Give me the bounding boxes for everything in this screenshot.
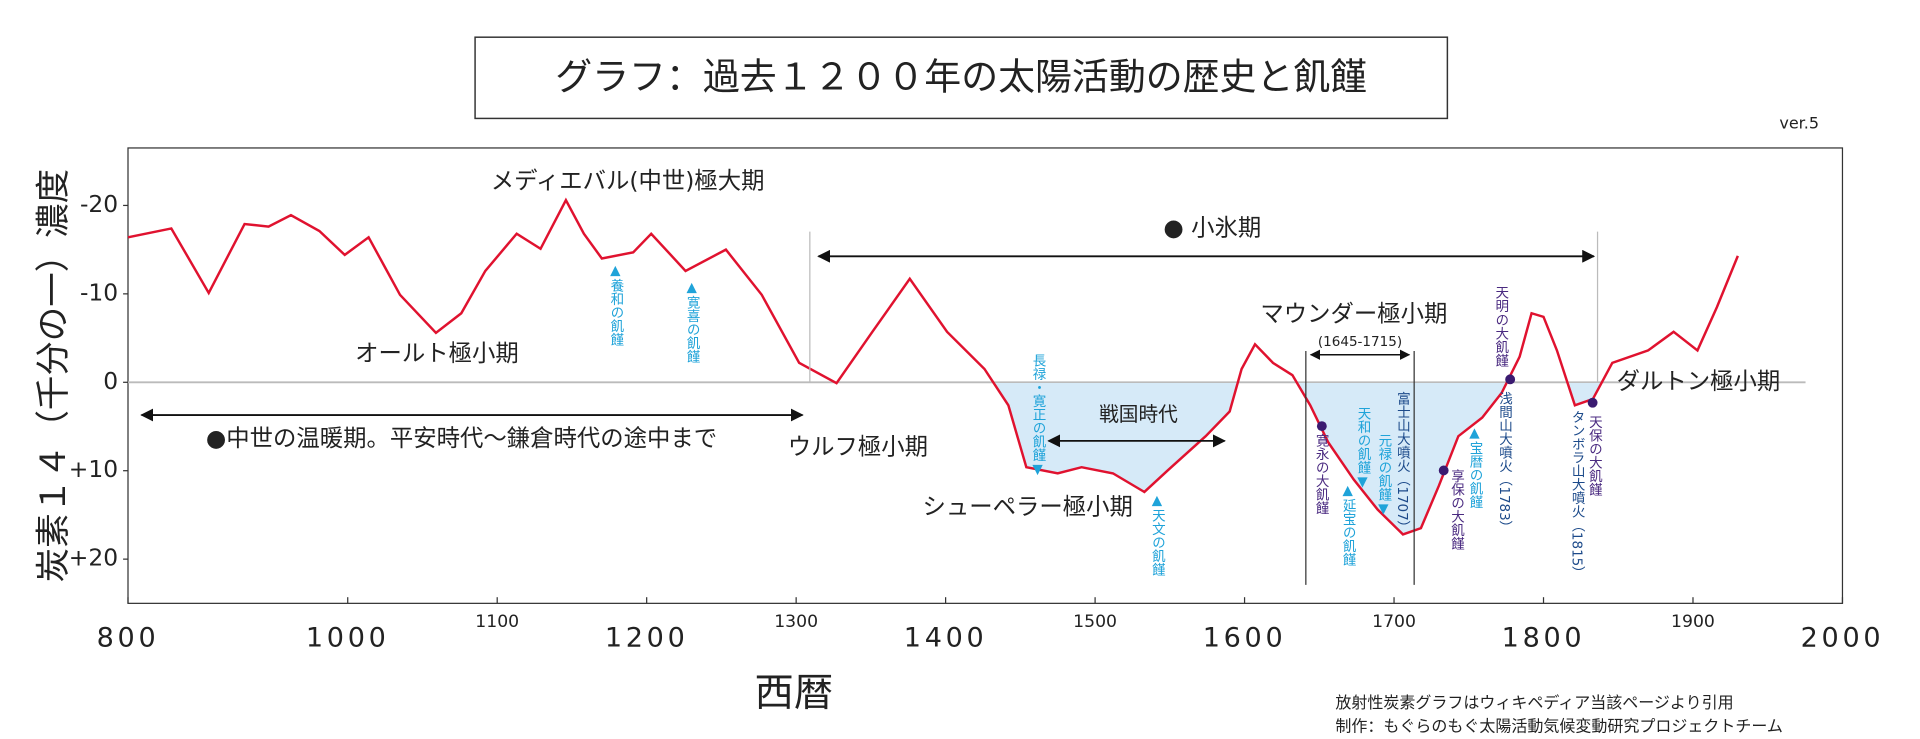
annotation: 天明の大飢饉 <box>1492 286 1509 368</box>
annotation: (1645-1715) <box>1318 334 1402 350</box>
annotation: ▲寛喜の飢饉 <box>684 280 701 364</box>
x-tick-label: 1000 <box>306 623 390 654</box>
annotation: ●中世の温暖期。平安時代〜鎌倉時代の途中まで <box>206 424 717 452</box>
y-axis-label: 炭素１４（千分の一）濃度 <box>34 169 74 582</box>
y-tick-label: +20 <box>69 544 118 572</box>
x-tick-label: 1800 <box>1502 623 1586 654</box>
annotation: 富士山大噴火（1707） <box>1394 391 1411 535</box>
source-note: 放射性炭素グラフはウィキペディア当該ページより引用 <box>1335 693 1733 712</box>
area <box>836 383 1600 535</box>
annotation: ▲天文の飢饉 <box>1149 493 1166 577</box>
version: ver.5 <box>1779 113 1819 132</box>
y-tick-label: +10 <box>69 455 118 483</box>
annotation: 天保の大飢饉 <box>1586 415 1603 497</box>
annotation: ウルフ極小期 <box>788 432 928 460</box>
event-dot <box>1505 374 1516 385</box>
y-tick-label: -10 <box>80 278 118 306</box>
x-tick-label: 2000 <box>1801 623 1885 654</box>
x-tick-label: 1200 <box>605 623 689 654</box>
plot-frame <box>127 147 1844 604</box>
y-tick-label: 0 <box>103 367 118 395</box>
plot: -20 -10 0 +10 +20 800 1000 1200 1400 1600 1800 2000… <box>69 190 1885 654</box>
annotation: 寛永の大飢饉 <box>1313 432 1330 515</box>
annotation: ● 小氷期 <box>1163 213 1261 241</box>
annotation: 元禄の飢饉▼ <box>1375 433 1392 517</box>
source-note: 制作：もぐらのもぐ太陽活動気候変動研究プロジェクトチーム <box>1335 716 1783 735</box>
event-dot <box>1316 421 1327 432</box>
annotation: 浅間山大噴火（1783） <box>1496 392 1513 535</box>
annotation: ▲養和の飢饉 <box>607 262 624 346</box>
x-tick-label: 1400 <box>904 623 988 654</box>
annotation: 天和の飢饉▼ <box>1354 406 1371 490</box>
x-minor-tick-label: 1100 <box>475 612 519 632</box>
x-minor-tick-label: 1500 <box>1073 612 1117 632</box>
x-minor-tick-label: 1300 <box>774 612 818 632</box>
annotation: 戦国時代 <box>1099 403 1178 426</box>
annotation: 享保の大飢饉 <box>1448 468 1465 551</box>
annotation: マウンダー極小期 <box>1260 299 1447 327</box>
annotation: シューペラー極小期 <box>922 493 1132 521</box>
annotation: ダルトン極小期 <box>1617 367 1781 395</box>
x-axis-label: 西暦 <box>754 670 833 716</box>
annotation: ▲延宝の飢饉 <box>1340 483 1357 567</box>
annotation: オールト極小期 <box>355 339 519 367</box>
annotation: メディエバル(中世)極大期 <box>491 167 765 195</box>
event-dot <box>1587 397 1598 408</box>
chart-title: グラフ：過去１２００年の太陽活動の歴史と飢饉 <box>555 56 1367 99</box>
x-minor-tick-label: 1900 <box>1671 612 1715 632</box>
annotation: タンボラ山大噴火（1815） <box>1569 410 1586 580</box>
x-tick-label: 800 <box>97 623 160 654</box>
event-dot <box>1438 465 1449 476</box>
y-tick-label: -20 <box>80 190 118 218</box>
line <box>127 197 1739 536</box>
x-minor-tick-label: 1700 <box>1372 612 1416 632</box>
x-tick-label: 1600 <box>1203 623 1287 654</box>
title-box <box>474 36 1449 120</box>
annotation: 長禄・寛正の飢饉▼ <box>1030 353 1047 477</box>
annotation: ▲宝暦の飢饉 <box>1466 425 1483 509</box>
